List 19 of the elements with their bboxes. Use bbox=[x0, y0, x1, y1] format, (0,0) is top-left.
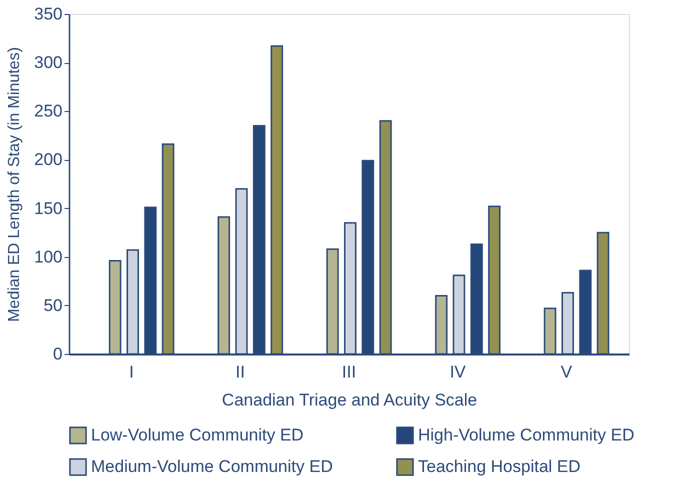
y-tick-label: 300 bbox=[34, 53, 62, 72]
y-tick-label: 250 bbox=[34, 102, 62, 121]
x-tick-label: V bbox=[560, 362, 573, 382]
y-tick-label: 200 bbox=[34, 150, 62, 170]
legend-label: Medium-Volume Community ED bbox=[91, 457, 333, 476]
y-tick-label: 50 bbox=[44, 296, 62, 315]
y-tick-label: 0 bbox=[53, 344, 62, 364]
y-tick-label: 150 bbox=[34, 198, 62, 218]
x-tick-label: II bbox=[236, 362, 245, 382]
x-tick-label: I bbox=[129, 362, 134, 382]
legend-label: Teaching Hospital ED bbox=[418, 457, 581, 476]
legend-label: High-Volume Community ED bbox=[418, 425, 634, 444]
x-tick-label: III bbox=[342, 362, 356, 382]
y-axis-title: Median ED Length of Stay (in Minutes) bbox=[6, 47, 24, 322]
x-axis-title: Canadian Triage and Acuity Scale bbox=[222, 390, 478, 410]
x-tick-label: IV bbox=[450, 362, 466, 382]
y-tick-label: 100 bbox=[34, 247, 62, 266]
y-tick-label: 350 bbox=[34, 4, 62, 24]
legend-label: Low-Volume Community ED bbox=[91, 425, 304, 444]
